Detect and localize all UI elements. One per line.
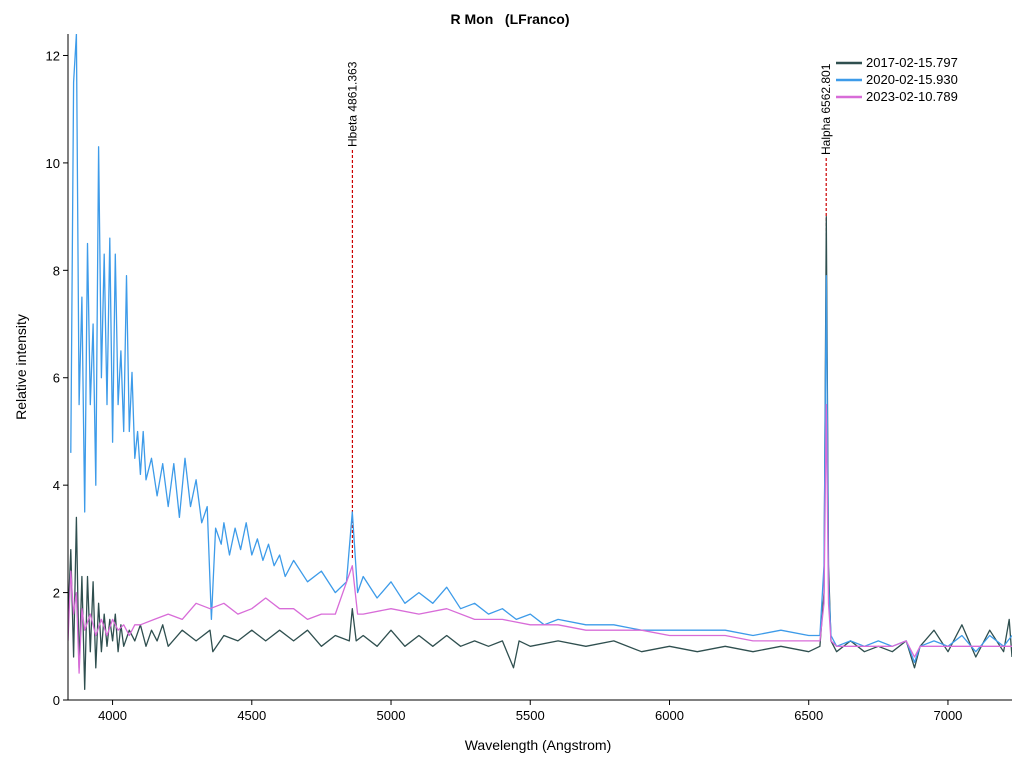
- y-tick-label: 6: [53, 371, 60, 386]
- series-group: [68, 34, 1012, 690]
- x-tick-label: 4000: [98, 708, 127, 723]
- series-line-3: [68, 403, 1012, 674]
- x-tick-label: 7000: [933, 708, 962, 723]
- legend-label-3: 2023-02-10.789: [866, 89, 958, 104]
- y-tick-label: 10: [46, 156, 60, 171]
- y-tick-label: 0: [53, 693, 60, 708]
- y-tick-label: 12: [46, 48, 60, 63]
- x-axis-title: Wavelength (Angstrom): [465, 737, 612, 753]
- x-tick-label: 5000: [377, 708, 406, 723]
- legend-label-1: 2017-02-15.797: [866, 55, 958, 70]
- y-axis-title: Relative intensity: [13, 314, 29, 420]
- annotation-label-1: Hbeta 4861.363: [345, 61, 359, 147]
- chart-title: R Mon (LFranco): [451, 11, 570, 27]
- x-tick-label: 6000: [655, 708, 684, 723]
- x-tick-label: 6500: [794, 708, 823, 723]
- series-line-1: [68, 215, 1012, 690]
- y-tick-label: 4: [53, 478, 60, 493]
- y-tick-label: 8: [53, 263, 60, 278]
- x-tick-label: 5500: [516, 708, 545, 723]
- annotation-label-2: Halpha 6562.801: [819, 63, 833, 155]
- x-tick-label: 4500: [237, 708, 266, 723]
- plot-area: Hbeta 4861.363 Halpha 6562.801 4000 4500 500…: [46, 34, 1012, 723]
- legend: 2017-02-15.797 2020-02-15.930 2023-02-10.7…: [836, 55, 958, 104]
- series-line-2: [70, 34, 1012, 664]
- y-tick-label: 2: [53, 586, 60, 601]
- legend-label-2: 2020-02-15.930: [866, 72, 958, 87]
